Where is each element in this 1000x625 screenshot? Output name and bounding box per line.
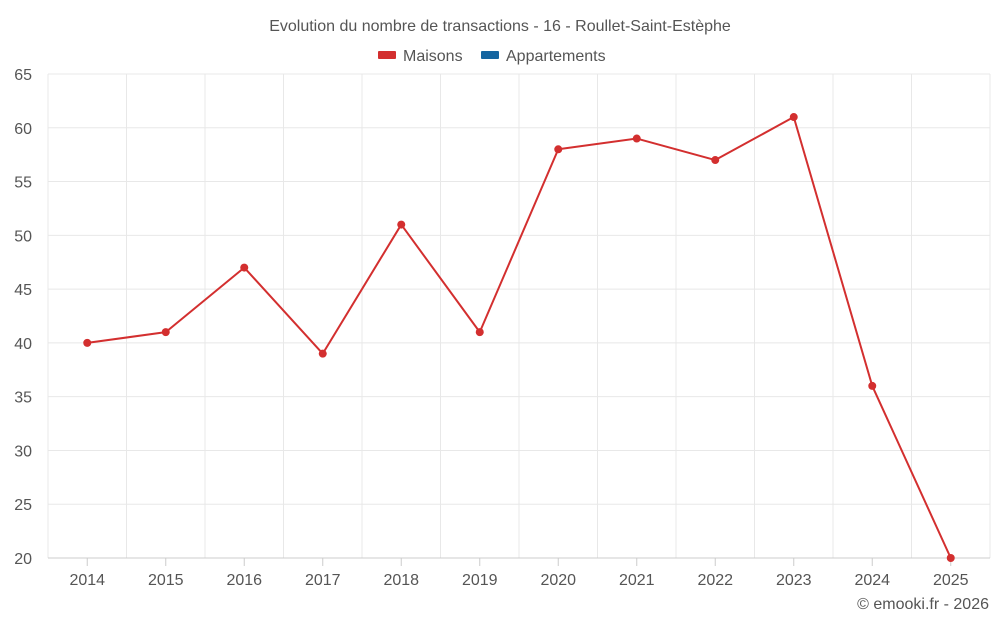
- grid: [47, 73, 991, 558]
- data-point-maisons[interactable]: [397, 220, 406, 229]
- data-point-maisons[interactable]: [946, 554, 955, 562]
- data-point-maisons[interactable]: [868, 381, 877, 390]
- y-axis: 20 25 30 35 40 45 50 55 60 65: [14, 67, 32, 568]
- legend-item-maisons[interactable]: Maisons: [378, 48, 463, 65]
- data-point-maisons[interactable]: [83, 338, 92, 347]
- y-tick-label: 25: [14, 497, 32, 514]
- data-point-maisons[interactable]: [632, 134, 641, 143]
- legend-label-maisons: Maisons: [403, 48, 463, 65]
- y-tick-label: 35: [14, 390, 32, 407]
- legend-label-appartements: Appartements: [506, 48, 606, 65]
- x-tick-label: 2023: [776, 572, 812, 589]
- x-tick-label: 2019: [462, 572, 498, 589]
- x-tick-label: 2022: [697, 572, 733, 589]
- data-point-maisons[interactable]: [240, 263, 249, 272]
- data-point-maisons[interactable]: [789, 113, 798, 122]
- chart-title: Evolution du nombre de transactions - 16…: [269, 18, 731, 35]
- x-tick-label: 2015: [148, 572, 184, 589]
- y-tick-label: 20: [14, 551, 32, 568]
- y-tick-label: 50: [14, 228, 32, 245]
- x-tick-label: 2018: [383, 572, 419, 589]
- legend-item-appartements[interactable]: Appartements: [481, 48, 606, 65]
- x-tick-label: 2014: [69, 572, 105, 589]
- x-tick-label: 2021: [619, 572, 655, 589]
- credit-text: © emooki.fr - 2026: [857, 596, 989, 613]
- legend-swatch-maisons: [378, 51, 396, 59]
- y-tick-label: 30: [14, 443, 32, 460]
- y-tick-label: 60: [14, 121, 32, 138]
- data-point-maisons[interactable]: [318, 349, 327, 358]
- series-maisons: [83, 113, 955, 562]
- data-point-maisons[interactable]: [475, 328, 484, 337]
- data-point-maisons[interactable]: [161, 328, 170, 337]
- legend-swatch-appartements: [481, 51, 499, 59]
- y-tick-label: 65: [14, 67, 32, 84]
- legend: Maisons Appartements: [378, 48, 606, 65]
- data-point-maisons[interactable]: [711, 156, 720, 165]
- x-tick-label: 2024: [854, 572, 890, 589]
- data-point-maisons[interactable]: [554, 145, 563, 154]
- series-line-maisons: [87, 116, 952, 559]
- x-tick-label: 2017: [305, 572, 341, 589]
- x-axis: 2014 2015 2016 2017 2018 2019 2020 2021 2022 2023…: [48, 557, 990, 589]
- x-tick-label: 2025: [933, 572, 969, 589]
- x-tick-label: 2016: [226, 572, 262, 589]
- x-tick-label: 2020: [540, 572, 576, 589]
- y-tick-label: 40: [14, 336, 32, 353]
- y-tick-label: 55: [14, 175, 32, 192]
- y-tick-label: 45: [14, 282, 32, 299]
